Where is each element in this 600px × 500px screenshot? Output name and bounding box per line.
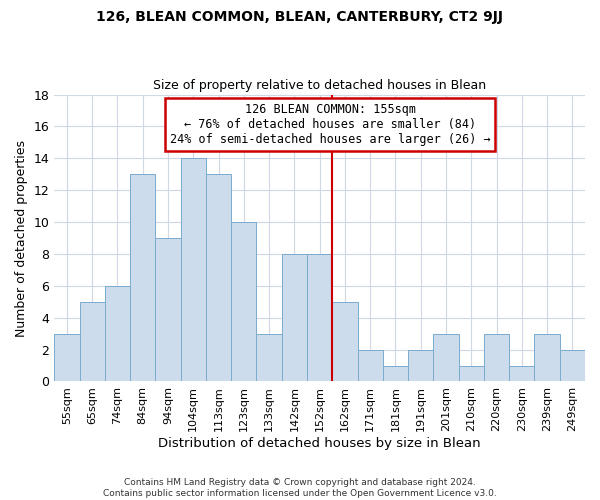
Bar [332,302,358,382]
Bar [458,366,484,382]
Bar [231,222,256,382]
Bar [560,350,585,382]
Text: 126, BLEAN COMMON, BLEAN, CANTERBURY, CT2 9JJ: 126, BLEAN COMMON, BLEAN, CANTERBURY, CT… [97,10,503,24]
Bar [307,254,332,382]
Bar [509,366,535,382]
Bar [484,334,509,382]
Bar [433,334,458,382]
Bar [282,254,307,382]
Bar [358,350,383,382]
Title: Size of property relative to detached houses in Blean: Size of property relative to detached ho… [153,79,486,92]
Bar [80,302,105,382]
Text: Contains HM Land Registry data © Crown copyright and database right 2024.
Contai: Contains HM Land Registry data © Crown c… [103,478,497,498]
Bar [535,334,560,382]
Bar [383,366,408,382]
Text: 126 BLEAN COMMON: 155sqm
← 76% of detached houses are smaller (84)
24% of semi-d: 126 BLEAN COMMON: 155sqm ← 76% of detach… [170,103,491,146]
X-axis label: Distribution of detached houses by size in Blean: Distribution of detached houses by size … [158,437,481,450]
Bar [408,350,433,382]
Y-axis label: Number of detached properties: Number of detached properties [15,140,28,336]
Bar [105,286,130,382]
Bar [256,334,282,382]
Bar [54,334,80,382]
Bar [181,158,206,382]
Bar [206,174,231,382]
Bar [130,174,155,382]
Bar [155,238,181,382]
